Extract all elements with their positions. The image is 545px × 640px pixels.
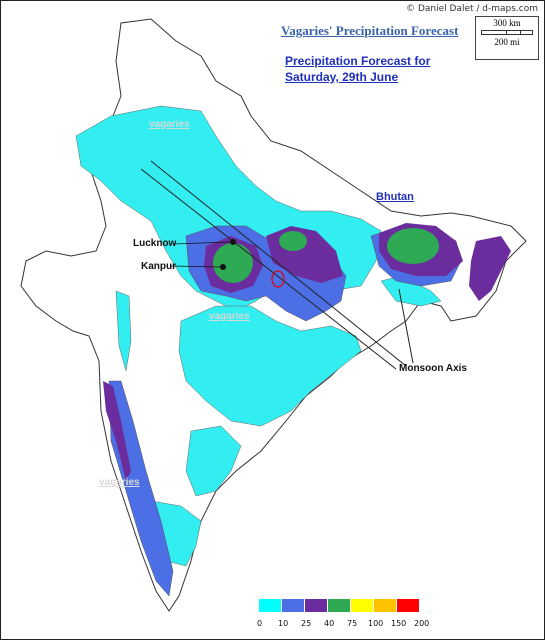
- legend-swatch-3: [305, 599, 327, 612]
- kanpur-marker: [220, 264, 226, 270]
- subtitle-line-1: Precipitation Forecast for: [285, 54, 431, 68]
- lucknow-marker: [230, 239, 236, 245]
- heavy-zone-ne: [469, 236, 511, 301]
- india-outline: [20, 18, 527, 612]
- watermark-central: vagaries: [209, 311, 250, 322]
- scale-bar: 300 km 200 mi: [475, 16, 539, 60]
- label-kanpur: Kanpur: [141, 261, 176, 272]
- legend-swatch-6: [374, 599, 396, 612]
- legend-tick: 10: [278, 619, 289, 628]
- monsoon-axis-line-1: [140, 168, 397, 370]
- legend-tick: 25: [301, 619, 312, 628]
- legend-swatch-5: [351, 599, 373, 612]
- watermark-north: vagaries: [149, 119, 190, 130]
- legend-swatches: [259, 599, 420, 617]
- monsoon-axis-line-2: [150, 160, 407, 367]
- rain-zone-central: [178, 305, 362, 427]
- legend-swatch-4: [328, 599, 350, 612]
- map-title: Vagaries' Precipitation Forecast: [281, 23, 459, 38]
- forecast-subtitle: Precipitation Forecast for Saturday, 29t…: [285, 53, 430, 85]
- scale-km: 300 km: [493, 18, 521, 28]
- moderate-zone-coast: [108, 380, 174, 597]
- legend-tick: 100: [368, 619, 384, 628]
- monsoon-axis-pointer: [398, 288, 414, 364]
- subtitle-line-2: Saturday, 29th June: [285, 70, 399, 84]
- legend-tick: 150: [391, 619, 407, 628]
- scale-bar-graphic: [481, 30, 533, 35]
- rain-zone-deccan: [185, 425, 242, 497]
- label-bhutan: Bhutan: [376, 191, 414, 203]
- low-pressure-circle: [271, 270, 285, 288]
- legend-tick: 40: [324, 619, 335, 628]
- heavy-zone-konkan: [103, 381, 131, 481]
- legend-swatch-2: [282, 599, 304, 612]
- label-lucknow: Lucknow: [133, 238, 177, 249]
- precipitation-legend: 0 10 25 40 75 100 150 200: [257, 599, 429, 629]
- very-heavy-zone-east-up: [279, 231, 307, 251]
- rain-zone-west-strip: [115, 290, 132, 372]
- legend-tick: 75: [347, 619, 358, 628]
- legend-swatch-7: [397, 599, 419, 612]
- watermark-south: vagaries: [99, 477, 140, 488]
- legend-tick: 200: [414, 619, 430, 628]
- legend-tick: 0: [257, 619, 263, 628]
- label-monsoon-axis: Monsoon Axis: [399, 363, 467, 374]
- legend-swatch-1: [259, 599, 281, 612]
- very-heavy-zone-lucknow: [213, 243, 253, 283]
- very-heavy-zone-bhutan: [387, 228, 439, 264]
- legend-ticks: 0 10 25 40 75 100 150 200: [257, 617, 429, 629]
- scale-mi: 200 mi: [494, 37, 520, 47]
- map-credit: © Daniel Dalet / d-maps.com: [406, 4, 538, 14]
